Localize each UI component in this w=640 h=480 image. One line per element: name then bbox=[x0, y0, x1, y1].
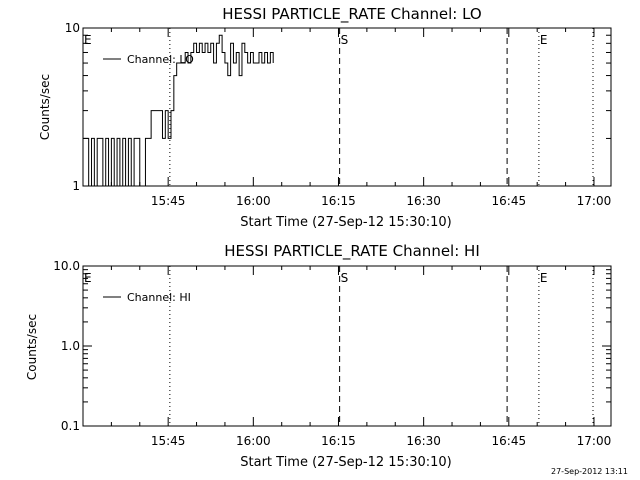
chart-lo-channel: HESSI PARTICLE_RATE Channel: LO Counts/s… bbox=[38, 5, 612, 230]
y-tick-label: 1 bbox=[72, 179, 80, 193]
event-marker-label: S bbox=[341, 271, 349, 285]
y-tick-label: 10.0 bbox=[53, 259, 80, 273]
event-marker-label: E bbox=[84, 33, 92, 47]
legend-entry: Channel: LO bbox=[127, 53, 194, 66]
x-tick-label: 16:45 bbox=[492, 434, 527, 448]
x-tick-label: 16:30 bbox=[406, 434, 441, 448]
event-marker-label: E bbox=[540, 271, 548, 285]
x-axis-label: Start Time (27-Sep-12 15:30:10) bbox=[240, 455, 451, 470]
x-tick-label: 16:30 bbox=[406, 194, 441, 208]
event-marker-label: S bbox=[341, 33, 349, 47]
legend-entry: Channel: HI bbox=[127, 291, 191, 304]
plot-frame bbox=[82, 265, 612, 427]
y-tick-label: 1.0 bbox=[61, 339, 80, 353]
x-tick-label: 15:45 bbox=[151, 194, 186, 208]
series-line bbox=[83, 34, 274, 187]
x-tick-label: 16:45 bbox=[492, 194, 527, 208]
x-tick-label: 15:45 bbox=[151, 434, 186, 448]
x-tick-label: 16:15 bbox=[321, 434, 356, 448]
x-tick-label: 17:00 bbox=[577, 434, 612, 448]
y-axis-label: Counts/sec bbox=[38, 74, 52, 140]
x-tick-label: 16:00 bbox=[236, 434, 271, 448]
chart-hi-channel: HESSI PARTICLE_RATE Channel: HI Counts/s… bbox=[25, 242, 612, 470]
x-tick-label: 16:00 bbox=[236, 194, 271, 208]
x-axis-label: Start Time (27-Sep-12 15:30:10) bbox=[240, 215, 451, 230]
y-tick-label: 10 bbox=[65, 21, 80, 35]
event-marker-label: E bbox=[84, 271, 92, 285]
chart-title: HESSI PARTICLE_RATE Channel: LO bbox=[222, 5, 481, 24]
y-axis-label: Counts/sec bbox=[25, 314, 39, 380]
y-tick-label: 0.1 bbox=[61, 419, 80, 433]
footer-timestamp: 27-Sep-2012 13:11 bbox=[551, 467, 628, 476]
x-tick-label: 17:00 bbox=[577, 194, 612, 208]
x-tick-label: 16:15 bbox=[321, 194, 356, 208]
chart-title: HESSI PARTICLE_RATE Channel: HI bbox=[224, 242, 480, 261]
plot-frame bbox=[82, 27, 612, 187]
event-marker-label: E bbox=[540, 33, 548, 47]
